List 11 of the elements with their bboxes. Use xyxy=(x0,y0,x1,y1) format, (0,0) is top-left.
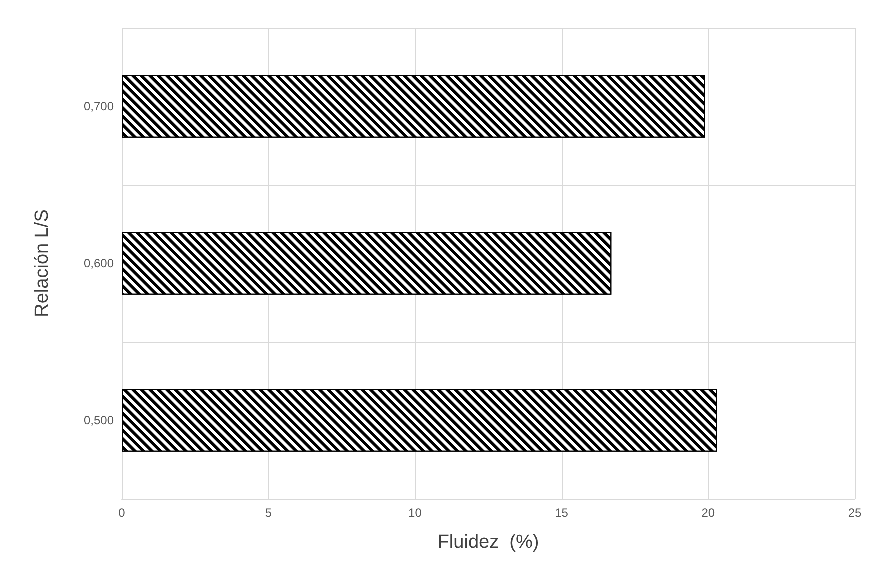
x-axis-title: Fluidez (%) xyxy=(438,532,540,553)
x-tick-label: 0 xyxy=(118,506,126,520)
x-tick-label: 15 xyxy=(555,506,569,520)
x-tick-label: 25 xyxy=(848,506,862,520)
y-axis-title: Relación L/S xyxy=(32,210,53,318)
x-tick-label: 5 xyxy=(265,506,272,520)
x-tick-label: 20 xyxy=(702,506,716,520)
y-tick-label: 0,600 xyxy=(84,256,114,270)
x-tick-label: 10 xyxy=(408,506,422,520)
y-tick-label: 0,500 xyxy=(84,414,114,428)
y-tick-label: 0,700 xyxy=(84,100,114,114)
